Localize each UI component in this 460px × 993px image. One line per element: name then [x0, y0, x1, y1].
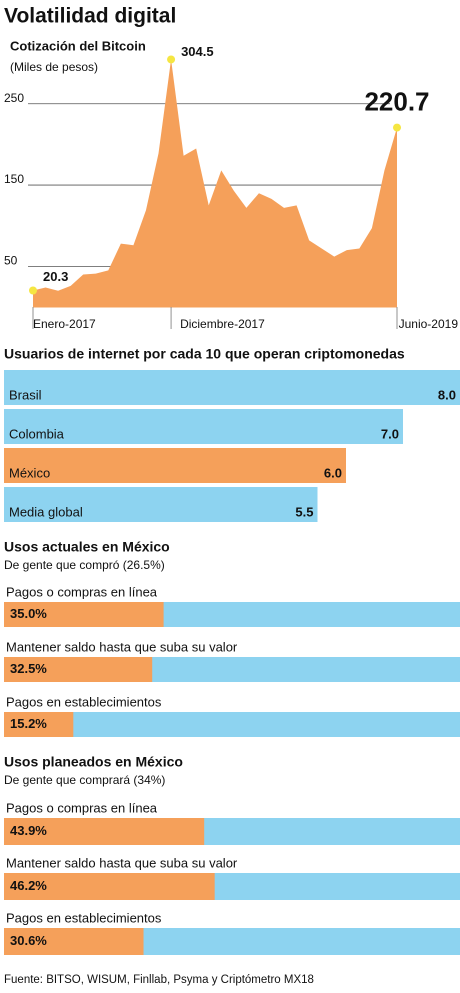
value-label: 8.0 [438, 387, 456, 402]
x-tick-label: Diciembre-2017 [180, 317, 265, 331]
bar [4, 928, 144, 955]
value-label: 35.0% [10, 606, 47, 621]
chart-subtitle: (Miles de pesos) [10, 60, 98, 74]
value-label: 5.5 [295, 504, 313, 519]
source: Fuente: BITSO, WISUM, Finllab, Psyma y C… [4, 974, 314, 986]
bar [4, 657, 153, 682]
point [393, 123, 401, 132]
chart-title: Usuarios de internet por cada 10 que ope… [4, 346, 405, 362]
y-tick-label: 250 [4, 91, 24, 105]
point [167, 55, 176, 64]
bar [4, 602, 164, 627]
value-label: 15.2% [10, 716, 47, 731]
x-tick-label: Junio-2019 [399, 317, 459, 331]
bar [4, 873, 215, 900]
chart-subtitle: De gente que compró (26.5%) [4, 558, 165, 572]
chart-title: Usos planeados en México [4, 754, 183, 770]
category-label: Media global [9, 504, 83, 519]
chart-subtitle: De gente que comprará (34%) [4, 773, 165, 787]
bar [4, 487, 318, 522]
chart-title: Usos actuales en México [4, 539, 170, 555]
value-label: 7.0 [381, 426, 399, 441]
value-label: 32.5% [10, 661, 47, 676]
category-label: Pagos en establecimientos [6, 910, 162, 925]
category-label: Brasil [9, 387, 42, 402]
value-label: 6.0 [324, 465, 342, 480]
value-label: 46.2% [10, 878, 47, 893]
bar-background [4, 712, 460, 737]
page-title: Volatilidad digital [4, 5, 176, 28]
value-label: 30.6% [10, 933, 47, 948]
data-label: 220.7 [364, 86, 429, 116]
y-tick-label: 50 [4, 254, 18, 268]
point [29, 286, 37, 295]
bar [4, 409, 403, 444]
bar [4, 370, 460, 405]
category-label: Mantener saldo hasta que suba su valor [6, 855, 238, 870]
x-tick-label: Enero-2017 [33, 317, 96, 331]
area [33, 59, 397, 308]
category-label: México [9, 465, 50, 480]
data-label: 304.5 [181, 44, 214, 59]
chart-title: Cotización del Bitcoin [10, 38, 146, 53]
category-label: Pagos en establecimientos [6, 694, 162, 709]
data-label: 20.3 [43, 269, 68, 284]
category-label: Mantener saldo hasta que suba su valor [6, 639, 238, 654]
category-label: Colombia [9, 426, 65, 441]
bar [4, 712, 74, 737]
category-label: Pagos o compras en línea [6, 800, 158, 815]
bar [4, 818, 205, 845]
value-label: 43.9% [10, 823, 47, 838]
bar [4, 448, 346, 483]
y-tick-label: 150 [4, 172, 24, 186]
category-label: Pagos o compras en línea [6, 584, 158, 599]
